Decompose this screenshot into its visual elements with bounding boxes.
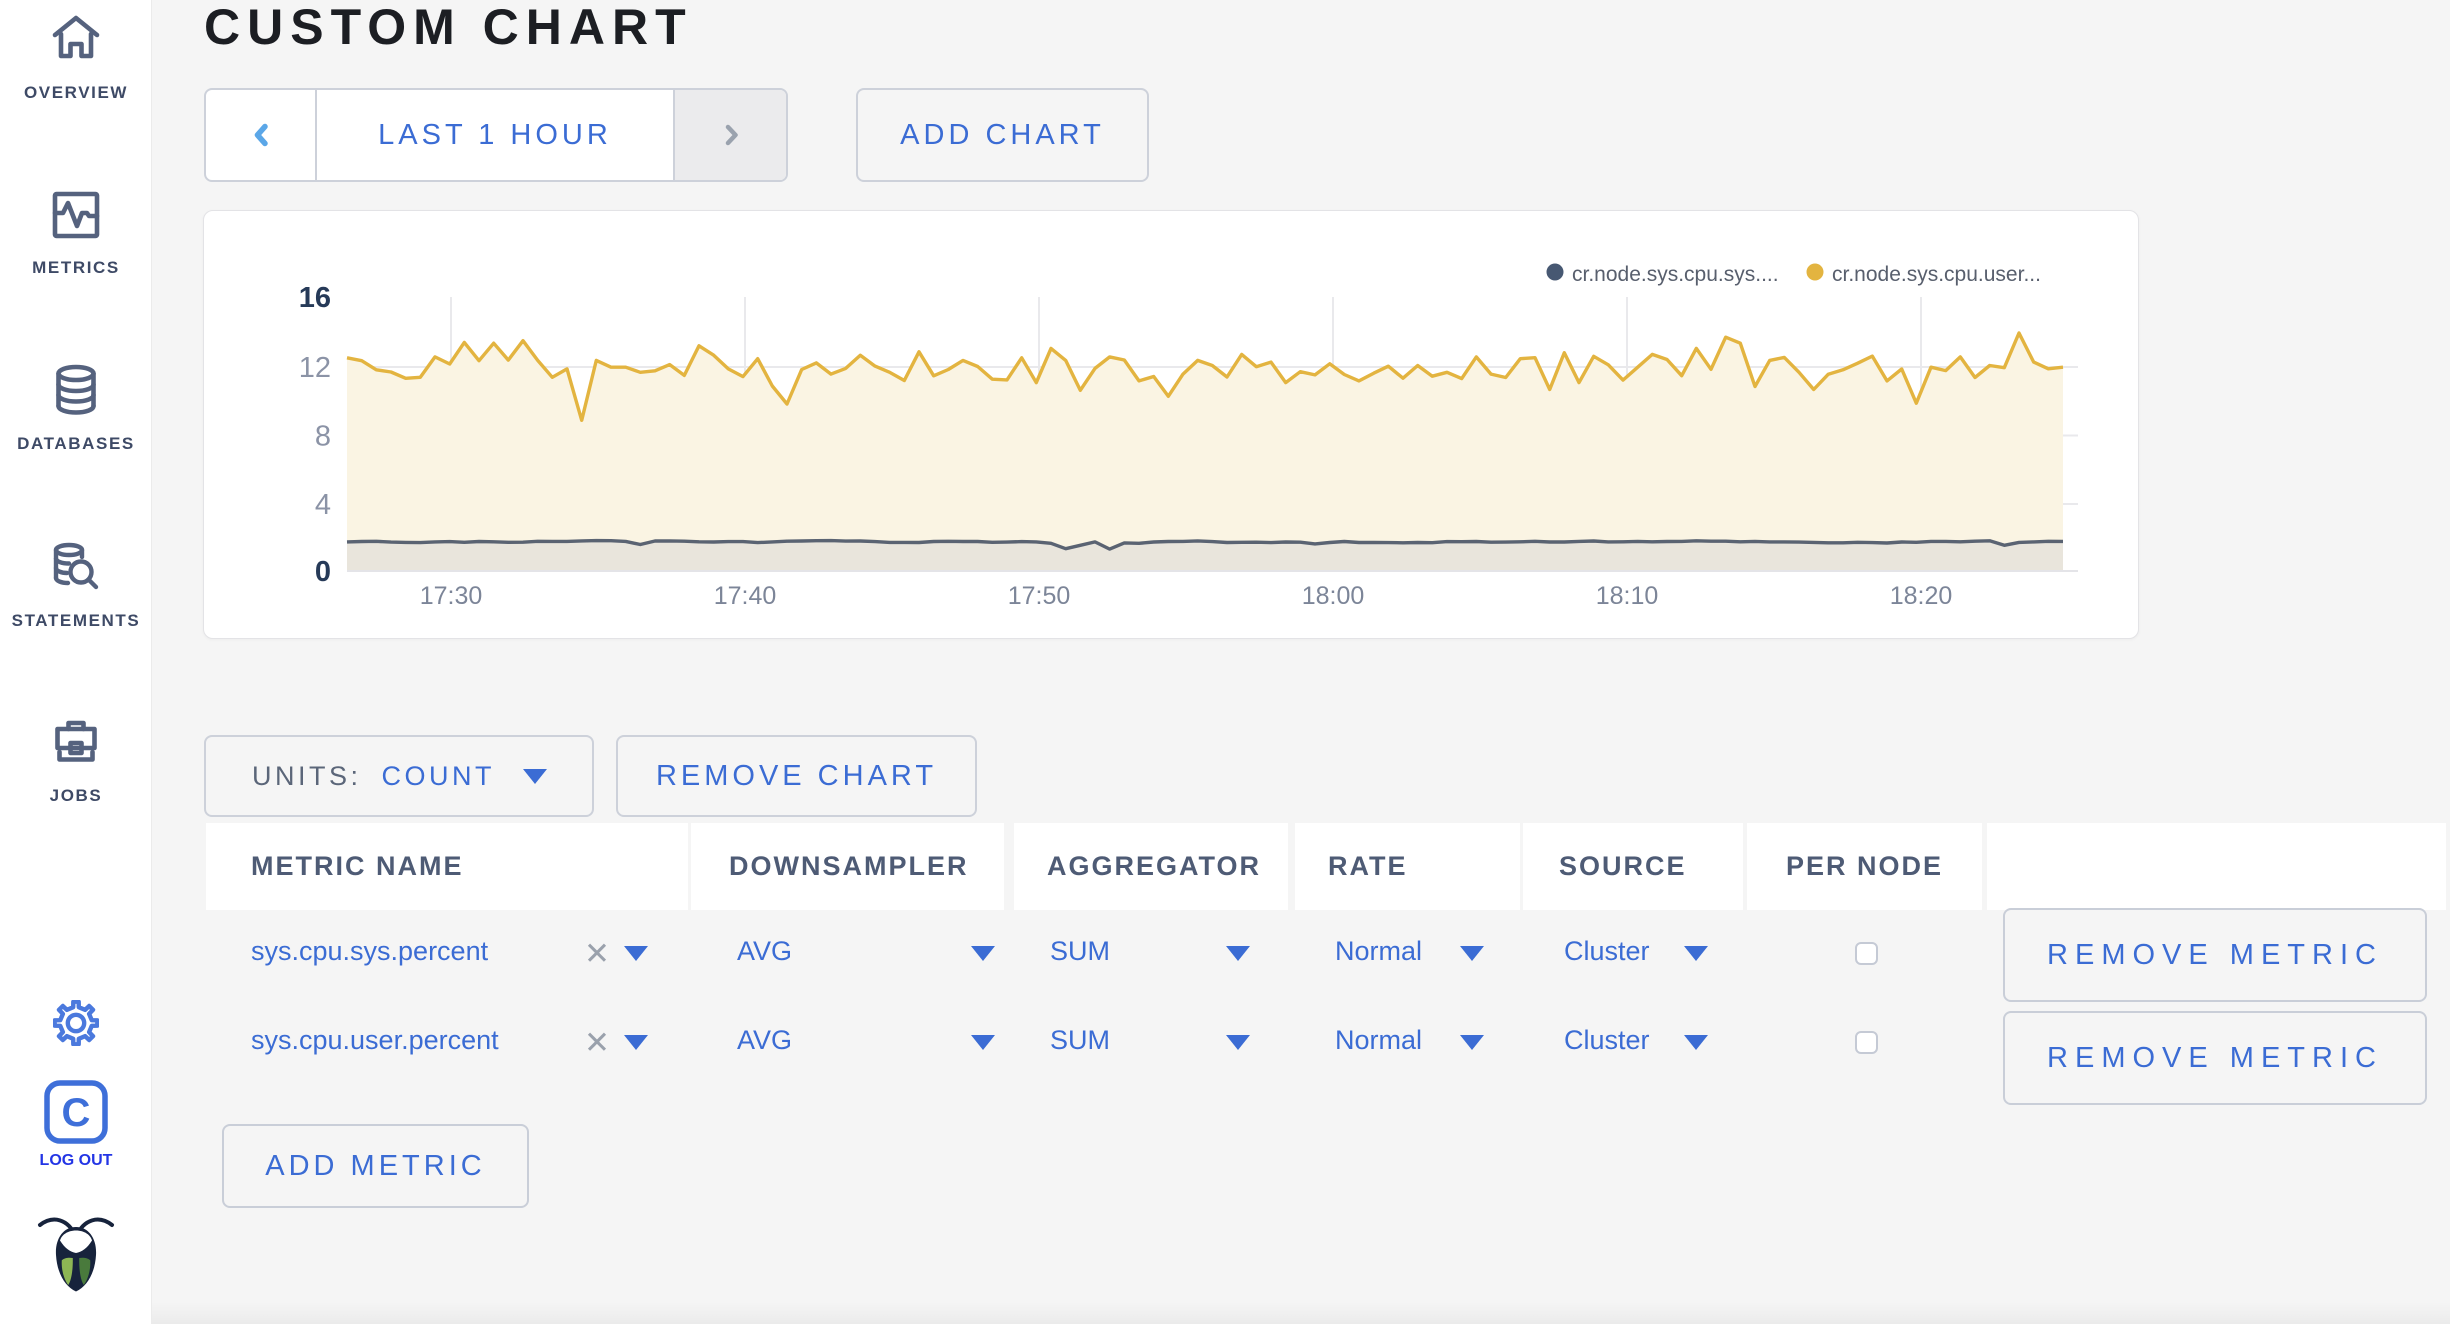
svg-text:4: 4 [315,489,331,521]
svg-text:cr.node.sys.cpu.user...: cr.node.sys.cpu.user... [1832,263,2041,286]
svg-text:18:20: 18:20 [1890,582,1953,610]
svg-text:8: 8 [315,421,331,453]
svg-text:cr.node.sys.cpu.sys....: cr.node.sys.cpu.sys.... [1572,263,1779,286]
svg-text:16: 16 [299,282,331,314]
svg-text:17:30: 17:30 [420,582,483,610]
svg-text:18:00: 18:00 [1302,582,1365,610]
svg-text:C: C [62,1091,91,1135]
svg-text:17:50: 17:50 [1008,582,1071,610]
svg-text:12: 12 [299,352,331,384]
svg-text:0: 0 [315,556,331,588]
svg-text:17:40: 17:40 [714,582,777,610]
svg-text:18:10: 18:10 [1596,582,1659,610]
